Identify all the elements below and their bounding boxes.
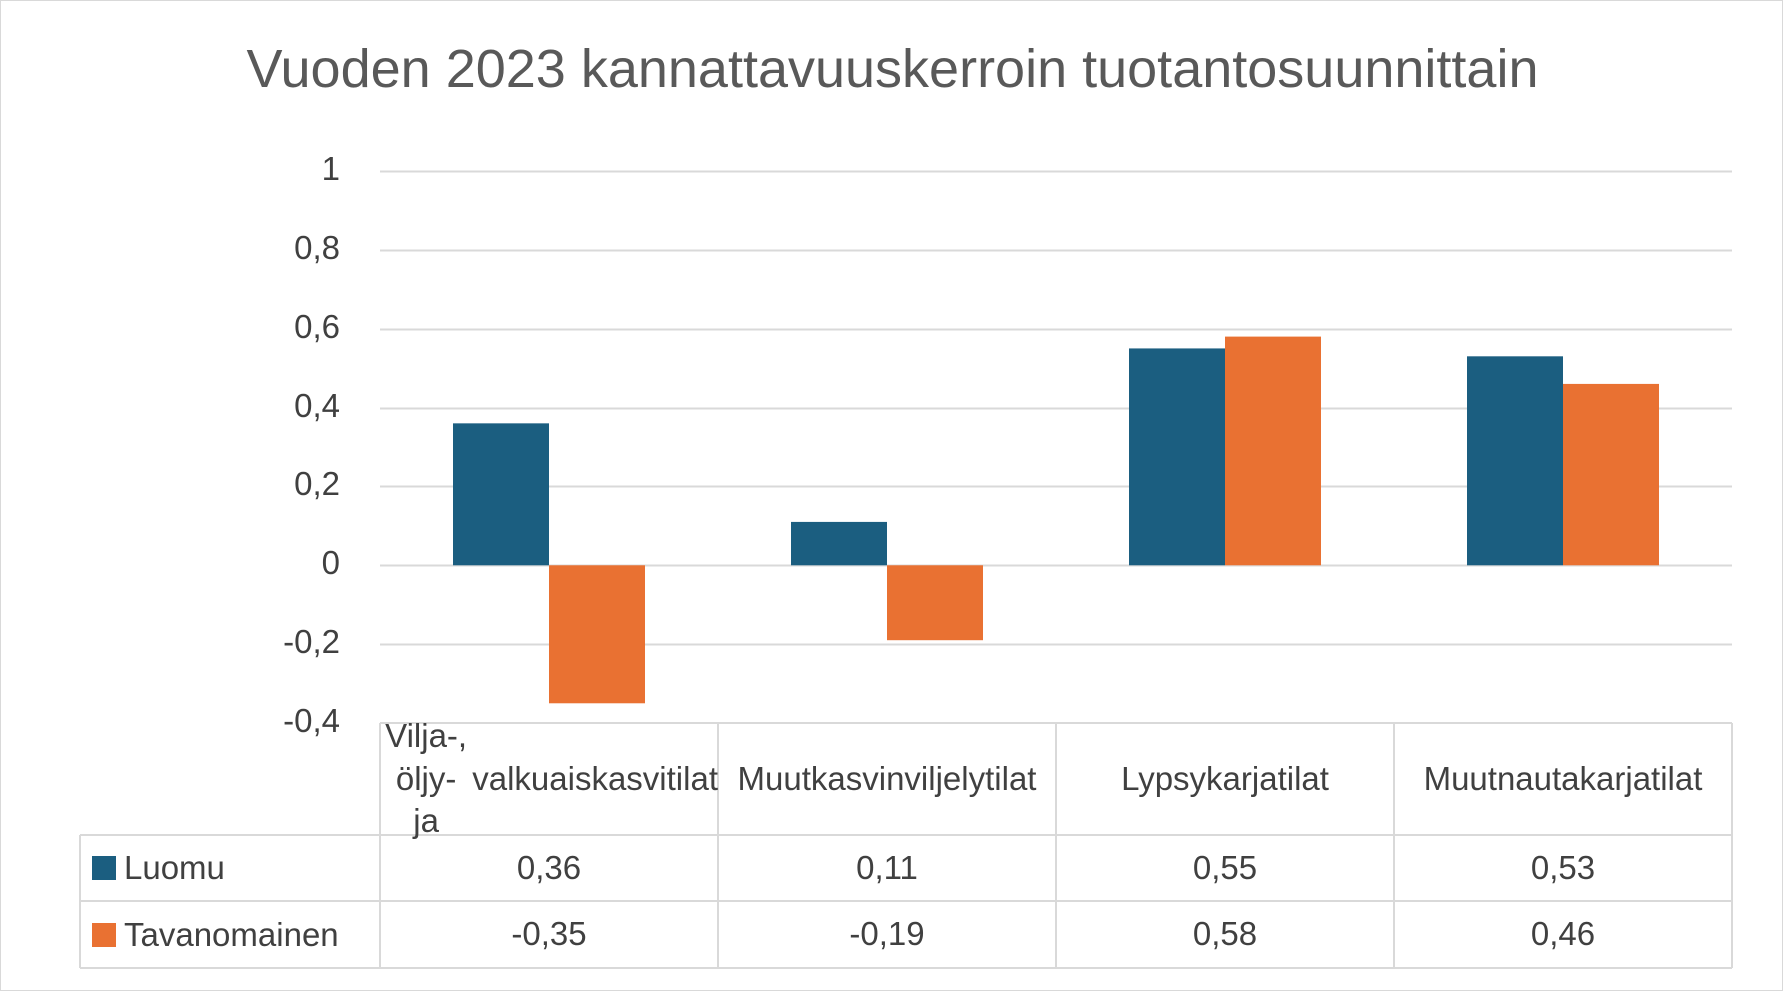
- category-label-line: Muut: [737, 759, 811, 797]
- category-label-line: nautakarjatilat: [1496, 759, 1703, 797]
- data-label: 0,46: [1530, 915, 1596, 953]
- data-label: 0,53: [1530, 848, 1596, 886]
- category-label: Muut nautakarjatilat: [1394, 723, 1732, 835]
- bar-tavanomainen-1: [887, 565, 983, 641]
- y-tick-label: 1: [321, 150, 340, 187]
- legend-swatch: [92, 856, 116, 880]
- data-label: 0,36: [516, 848, 582, 886]
- data-label: 0,55: [1192, 848, 1258, 886]
- data-label: -0,19: [849, 915, 925, 953]
- category-label-line: Muut: [1423, 759, 1497, 797]
- legend-item-tavanomainen: Tavanomainen: [80, 901, 380, 968]
- category-label-line: valkuaiskasvitilat: [472, 759, 718, 797]
- bar-luomu-2: [1129, 348, 1225, 566]
- y-tick-label: -0,4: [283, 702, 340, 739]
- legend-swatch: [92, 922, 116, 947]
- y-tick-label: -0,2: [283, 623, 340, 661]
- data-label: 0,11: [856, 848, 918, 886]
- category-label: Muut kasvinviljelytilat: [718, 723, 1056, 835]
- y-tick-label: 0,8: [294, 228, 340, 266]
- y-tick-label: 0,6: [294, 307, 340, 345]
- data-label: 0,58: [1192, 915, 1258, 953]
- category-label-line: Vilja-, öljy- ja: [385, 716, 468, 840]
- bar-tavanomainen-0: [549, 565, 645, 704]
- category-label: Vilja-, öljy- ja valkuaiskasvitilat: [380, 717, 718, 840]
- legend-item-luomu: Luomu: [80, 835, 380, 901]
- chart-title: Vuoden 2023 kannattavuuskerroin tuotanto…: [246, 39, 1539, 99]
- category-label-line: Lypsykarjatilat: [1121, 759, 1329, 797]
- bar-tavanomainen-2: [1225, 336, 1321, 566]
- bar-luomu-1: [791, 521, 887, 566]
- category-label: Lypsykarjatilat: [1056, 723, 1394, 835]
- bar-tavanomainen-3: [1563, 383, 1659, 566]
- data-label: -0,35: [511, 915, 587, 953]
- bar-luomu-3: [1467, 356, 1563, 566]
- category-label-line: kasvinviljelytilat: [810, 759, 1037, 797]
- bar-luomu-0: [453, 423, 549, 566]
- y-tick-label: 0: [321, 544, 340, 582]
- legend-label: Tavanomainen: [124, 915, 339, 953]
- legend-label: Luomu: [124, 849, 225, 886]
- y-tick-label: 0,4: [294, 386, 340, 424]
- y-tick-label: 0,2: [294, 465, 340, 503]
